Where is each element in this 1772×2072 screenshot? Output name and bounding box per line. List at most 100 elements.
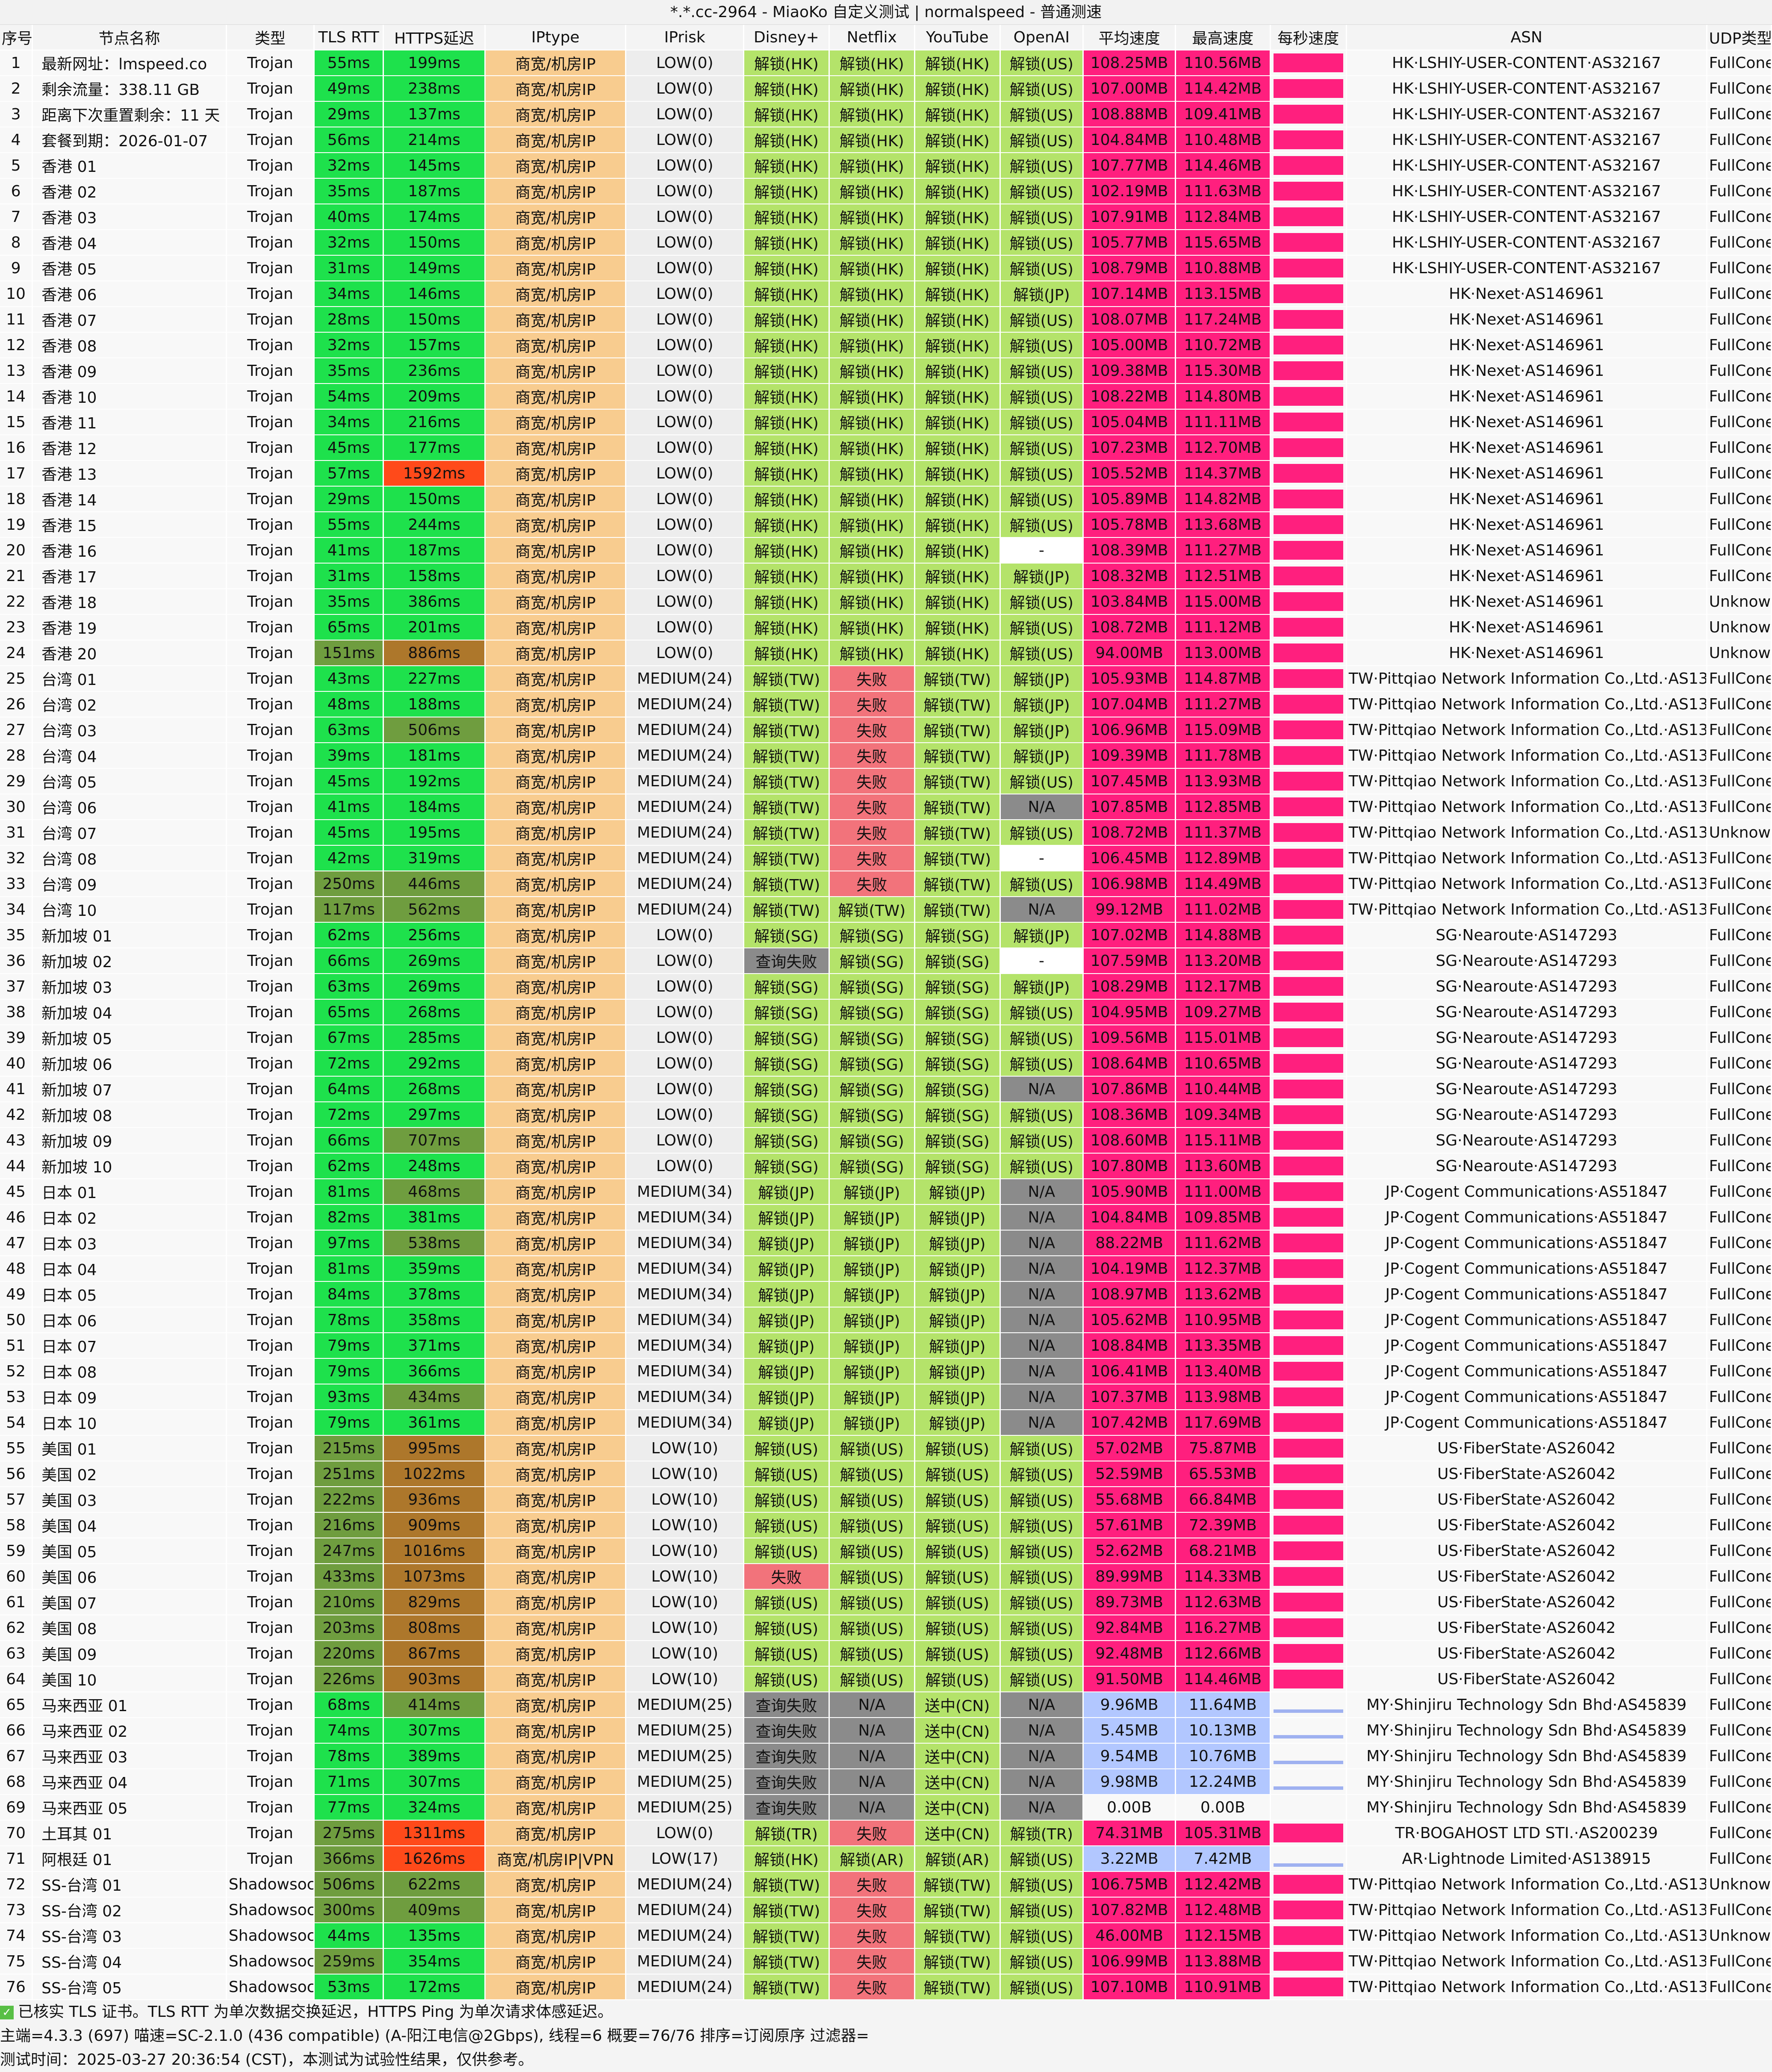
cell-节点名称: 美国 04 — [32, 1512, 227, 1538]
cell-IPtype: 商宽/机房IP — [485, 999, 627, 1025]
table-row[interactable]: 44 新加坡 10 Trojan 62ms 248ms 商宽/机房IP LOW(0) 解锁(S… — [0, 1153, 1772, 1179]
table-row[interactable]: 37 新加坡 03 Trojan 63ms 269ms 商宽/机房IP LOW(0) 解锁(S… — [0, 974, 1772, 1000]
table-row[interactable]: 32 台湾 08 Trojan 42ms 319ms 商宽/机房IP MEDIUM(24) 解… — [0, 845, 1772, 871]
cell-YouTube: 解锁(SG) — [914, 1102, 1001, 1128]
table-row[interactable]: 52 日本 08 Trojan 79ms 366ms 商宽/机房IP MEDIUM(34) 解… — [0, 1358, 1772, 1384]
column-header-14[interactable]: ASN — [1346, 25, 1707, 50]
table-row[interactable]: 71 阿根廷 01 Trojan 366ms 1626ms 商宽/机房IP|VPN LOW(… — [0, 1846, 1772, 1872]
table-row[interactable]: 14 香港 10 Trojan 54ms 209ms 商宽/机房IP LOW(0) 解锁(HK… — [0, 384, 1772, 410]
cell-类型: Trojan — [226, 1641, 315, 1667]
column-header-11[interactable]: 平均速度 — [1083, 25, 1176, 50]
table-row[interactable]: 12 香港 08 Trojan 32ms 157ms 商宽/机房IP LOW(0) 解锁(HK… — [0, 332, 1772, 358]
table-row[interactable]: 47 日本 03 Trojan 97ms 538ms 商宽/机房IP MEDIUM(34) 解… — [0, 1230, 1772, 1256]
table-row[interactable]: 17 香港 13 Trojan 57ms 1592ms 商宽/机房IP LOW(0) 解锁(H… — [0, 460, 1772, 487]
table-row[interactable]: 22 香港 18 Trojan 35ms 386ms 商宽/机房IP LOW(0) 解锁(HK… — [0, 589, 1772, 615]
table-row[interactable]: 56 美国 02 Trojan 251ms 1022ms 商宽/机房IP LOW(10) 解锁… — [0, 1461, 1772, 1487]
column-header-12[interactable]: 最高速度 — [1175, 25, 1271, 50]
table-row[interactable]: 10 香港 06 Trojan 34ms 146ms 商宽/机房IP LOW(0) 解锁(HK… — [0, 281, 1772, 307]
table-row[interactable]: 31 台湾 07 Trojan 45ms 195ms 商宽/机房IP MEDIUM(24) 解… — [0, 820, 1772, 846]
table-row[interactable]: 69 马来西亚 05 Trojan 77ms 324ms 商宽/机房IP MEDIUM(25… — [0, 1795, 1772, 1821]
column-header-6[interactable]: IPrisk — [625, 25, 744, 50]
table-row[interactable]: 41 新加坡 07 Trojan 64ms 268ms 商宽/机房IP LOW(0) 解锁(S… — [0, 1076, 1772, 1102]
table-row[interactable]: 28 台湾 04 Trojan 39ms 181ms 商宽/机房IP MEDIUM(24) 解… — [0, 743, 1772, 769]
table-row[interactable]: 49 日本 05 Trojan 84ms 378ms 商宽/机房IP MEDIUM(34) 解… — [0, 1281, 1772, 1308]
table-row[interactable]: 58 美国 04 Trojan 216ms 909ms 商宽/机房IP LOW(10) 解锁(… — [0, 1512, 1772, 1538]
table-row[interactable]: 48 日本 04 Trojan 81ms 359ms 商宽/机房IP MEDIUM(34) 解… — [0, 1256, 1772, 1282]
table-row[interactable]: 38 新加坡 04 Trojan 65ms 268ms 商宽/机房IP LOW(0) 解锁(S… — [0, 999, 1772, 1025]
table-row[interactable]: 11 香港 07 Trojan 28ms 150ms 商宽/机房IP LOW(0) 解锁(HK… — [0, 307, 1772, 333]
table-row[interactable]: 30 台湾 06 Trojan 41ms 184ms 商宽/机房IP MEDIUM(24) 解… — [0, 794, 1772, 820]
table-row[interactable]: 65 马来西亚 01 Trojan 68ms 414ms 商宽/机房IP MEDIUM(25… — [0, 1692, 1772, 1718]
column-header-7[interactable]: Disney+ — [743, 25, 830, 50]
column-header-4[interactable]: HTTPS延迟 — [383, 25, 486, 50]
column-header-1[interactable]: 节点名称 — [32, 25, 227, 50]
column-header-2[interactable]: 类型 — [226, 25, 315, 50]
column-header-3[interactable]: TLS RTT — [314, 25, 384, 50]
table-row[interactable]: 33 台湾 09 Trojan 250ms 446ms 商宽/机房IP MEDIUM(24)… — [0, 871, 1772, 897]
cell-每秒速度 — [1270, 178, 1347, 204]
column-header-15[interactable]: UDP类型 — [1707, 25, 1772, 50]
table-row[interactable]: 26 台湾 02 Trojan 48ms 188ms 商宽/机房IP MEDIUM(24) 解… — [0, 691, 1772, 717]
table-row[interactable]: 8 香港 04 Trojan 32ms 150ms 商宽/机房IP LOW(0) 解锁(HK)… — [0, 230, 1772, 256]
cell-HTTPS延迟: 903ms — [383, 1666, 486, 1692]
column-header-8[interactable]: Netflix — [829, 25, 915, 50]
table-row[interactable]: 2 剩余流量：338.11 GB Trojan 49ms 238ms 商宽/机房IP LOW… — [0, 76, 1772, 102]
table-row[interactable]: 51 日本 07 Trojan 79ms 371ms 商宽/机房IP MEDIUM(34) 解… — [0, 1333, 1772, 1359]
table-row[interactable]: 62 美国 08 Trojan 203ms 808ms 商宽/机房IP LOW(10) 解锁(… — [0, 1615, 1772, 1641]
table-row[interactable]: 46 日本 02 Trojan 82ms 381ms 商宽/机房IP MEDIUM(34) 解… — [0, 1204, 1772, 1231]
table-row[interactable]: 1 最新网址：lmspeed.co Trojan 55ms 199ms 商宽/机房IP LO… — [0, 50, 1772, 76]
table-row[interactable]: 13 香港 09 Trojan 35ms 236ms 商宽/机房IP LOW(0) 解锁(HK… — [0, 358, 1772, 384]
table-row[interactable]: 4 套餐到期：2026-01-07 Trojan 56ms 214ms 商宽/机房IP LO… — [0, 127, 1772, 153]
table-row[interactable]: 40 新加坡 06 Trojan 72ms 292ms 商宽/机房IP LOW(0) 解锁(S… — [0, 1051, 1772, 1077]
cell-ASN: JP·Cogent Communications·AS51847 — [1346, 1384, 1707, 1410]
table-row[interactable]: 54 日本 10 Trojan 79ms 361ms 商宽/机房IP MEDIUM(34) 解… — [0, 1410, 1772, 1436]
column-header-0[interactable]: 序号 — [0, 25, 33, 50]
table-row[interactable]: 67 马来西亚 03 Trojan 78ms 389ms 商宽/机房IP MEDIUM(25… — [0, 1743, 1772, 1769]
table-row[interactable]: 45 日本 01 Trojan 81ms 468ms 商宽/机房IP MEDIUM(34) 解… — [0, 1179, 1772, 1205]
table-row[interactable]: 24 香港 20 Trojan 151ms 886ms 商宽/机房IP LOW(0) 解锁(H… — [0, 640, 1772, 666]
table-row[interactable]: 43 新加坡 09 Trojan 66ms 707ms 商宽/机房IP LOW(0) 解锁(S… — [0, 1127, 1772, 1154]
table-row[interactable]: 61 美国 07 Trojan 210ms 829ms 商宽/机房IP LOW(10) 解锁(… — [0, 1589, 1772, 1615]
table-row[interactable]: 23 香港 19 Trojan 65ms 201ms 商宽/机房IP LOW(0) 解锁(HK… — [0, 614, 1772, 640]
table-row[interactable]: 27 台湾 03 Trojan 63ms 506ms 商宽/机房IP MEDIUM(24) 解… — [0, 717, 1772, 743]
table-row[interactable]: 68 马来西亚 04 Trojan 71ms 307ms 商宽/机房IP MEDIUM(25… — [0, 1769, 1772, 1795]
column-header-9[interactable]: YouTube — [914, 25, 1001, 50]
table-row[interactable]: 39 新加坡 05 Trojan 67ms 285ms 商宽/机房IP LOW(0) 解锁(S… — [0, 1025, 1772, 1051]
table-row[interactable]: 55 美国 01 Trojan 215ms 995ms 商宽/机房IP LOW(10) 解锁(… — [0, 1435, 1772, 1461]
table-row[interactable]: 63 美国 09 Trojan 220ms 867ms 商宽/机房IP LOW(10) 解锁(… — [0, 1641, 1772, 1667]
table-row[interactable]: 15 香港 11 Trojan 34ms 216ms 商宽/机房IP LOW(0) 解锁(HK… — [0, 409, 1772, 435]
table-row[interactable]: 50 日本 06 Trojan 78ms 358ms 商宽/机房IP MEDIUM(34) 解… — [0, 1307, 1772, 1333]
table-row[interactable]: 5 香港 01 Trojan 32ms 145ms 商宽/机房IP LOW(0) 解锁(HK)… — [0, 153, 1772, 179]
table-row[interactable]: 16 香港 12 Trojan 45ms 177ms 商宽/机房IP LOW(0) 解锁(HK… — [0, 435, 1772, 461]
table-row[interactable]: 60 美国 06 Trojan 433ms 1073ms 商宽/机房IP LOW(10) 失败… — [0, 1564, 1772, 1590]
column-header-10[interactable]: OpenAI — [1000, 25, 1084, 50]
table-row[interactable]: 42 新加坡 08 Trojan 72ms 297ms 商宽/机房IP LOW(0) 解锁(S… — [0, 1102, 1772, 1128]
column-header-5[interactable]: IPtype — [485, 25, 627, 50]
table-row[interactable]: 59 美国 05 Trojan 247ms 1016ms 商宽/机房IP LOW(10) 解锁… — [0, 1538, 1772, 1564]
table-row[interactable]: 25 台湾 01 Trojan 43ms 227ms 商宽/机房IP MEDIUM(24) 解… — [0, 666, 1772, 692]
table-row[interactable]: 34 台湾 10 Trojan 117ms 562ms 商宽/机房IP MEDIUM(24)… — [0, 897, 1772, 923]
cell-YouTube: 解锁(HK) — [914, 153, 1001, 179]
table-row[interactable]: 9 香港 05 Trojan 31ms 149ms 商宽/机房IP LOW(0) 解锁(HK)… — [0, 255, 1772, 281]
table-row[interactable]: 36 新加坡 02 Trojan 66ms 269ms 商宽/机房IP LOW(0) 查询失败… — [0, 948, 1772, 974]
column-header-13[interactable]: 每秒速度 — [1270, 25, 1347, 50]
table-row[interactable]: 21 香港 17 Trojan 31ms 158ms 商宽/机房IP LOW(0) 解锁(HK… — [0, 563, 1772, 589]
table-row[interactable]: 7 香港 03 Trojan 40ms 174ms 商宽/机房IP LOW(0) 解锁(HK)… — [0, 204, 1772, 230]
table-row[interactable]: 57 美国 03 Trojan 222ms 936ms 商宽/机房IP LOW(10) 解锁(… — [0, 1487, 1772, 1513]
table-row[interactable]: 70 土耳其 01 Trojan 275ms 1311ms 商宽/机房IP LOW(0) 解锁… — [0, 1820, 1772, 1846]
table-row[interactable]: 6 香港 02 Trojan 35ms 187ms 商宽/机房IP LOW(0) 解锁(HK)… — [0, 178, 1772, 204]
table-row[interactable]: 53 日本 09 Trojan 93ms 434ms 商宽/机房IP MEDIUM(34) 解… — [0, 1384, 1772, 1410]
table-row[interactable]: 19 香港 15 Trojan 55ms 244ms 商宽/机房IP LOW(0) 解锁(HK… — [0, 512, 1772, 538]
table-row[interactable]: 35 新加坡 01 Trojan 62ms 256ms 商宽/机房IP LOW(0) 解锁(S… — [0, 922, 1772, 948]
table-row[interactable]: 18 香港 14 Trojan 29ms 150ms 商宽/机房IP LOW(0) 解锁(HK… — [0, 486, 1772, 512]
table-row[interactable]: 20 香港 16 Trojan 41ms 187ms 商宽/机房IP LOW(0) 解锁(HK… — [0, 537, 1772, 564]
table-row[interactable]: 66 马来西亚 02 Trojan 74ms 307ms 商宽/机房IP MEDIUM(25… — [0, 1718, 1772, 1744]
table-row[interactable]: 29 台湾 05 Trojan 45ms 192ms 商宽/机房IP MEDIUM(24) 解… — [0, 768, 1772, 794]
table-row[interactable]: 64 美国 10 Trojan 226ms 903ms 商宽/机房IP LOW(10) 解锁(… — [0, 1666, 1772, 1692]
table-row[interactable]: 3 距离下次重置剩余：11 天 Trojan 29ms 137ms 商宽/机房IP LOW(… — [0, 101, 1772, 127]
